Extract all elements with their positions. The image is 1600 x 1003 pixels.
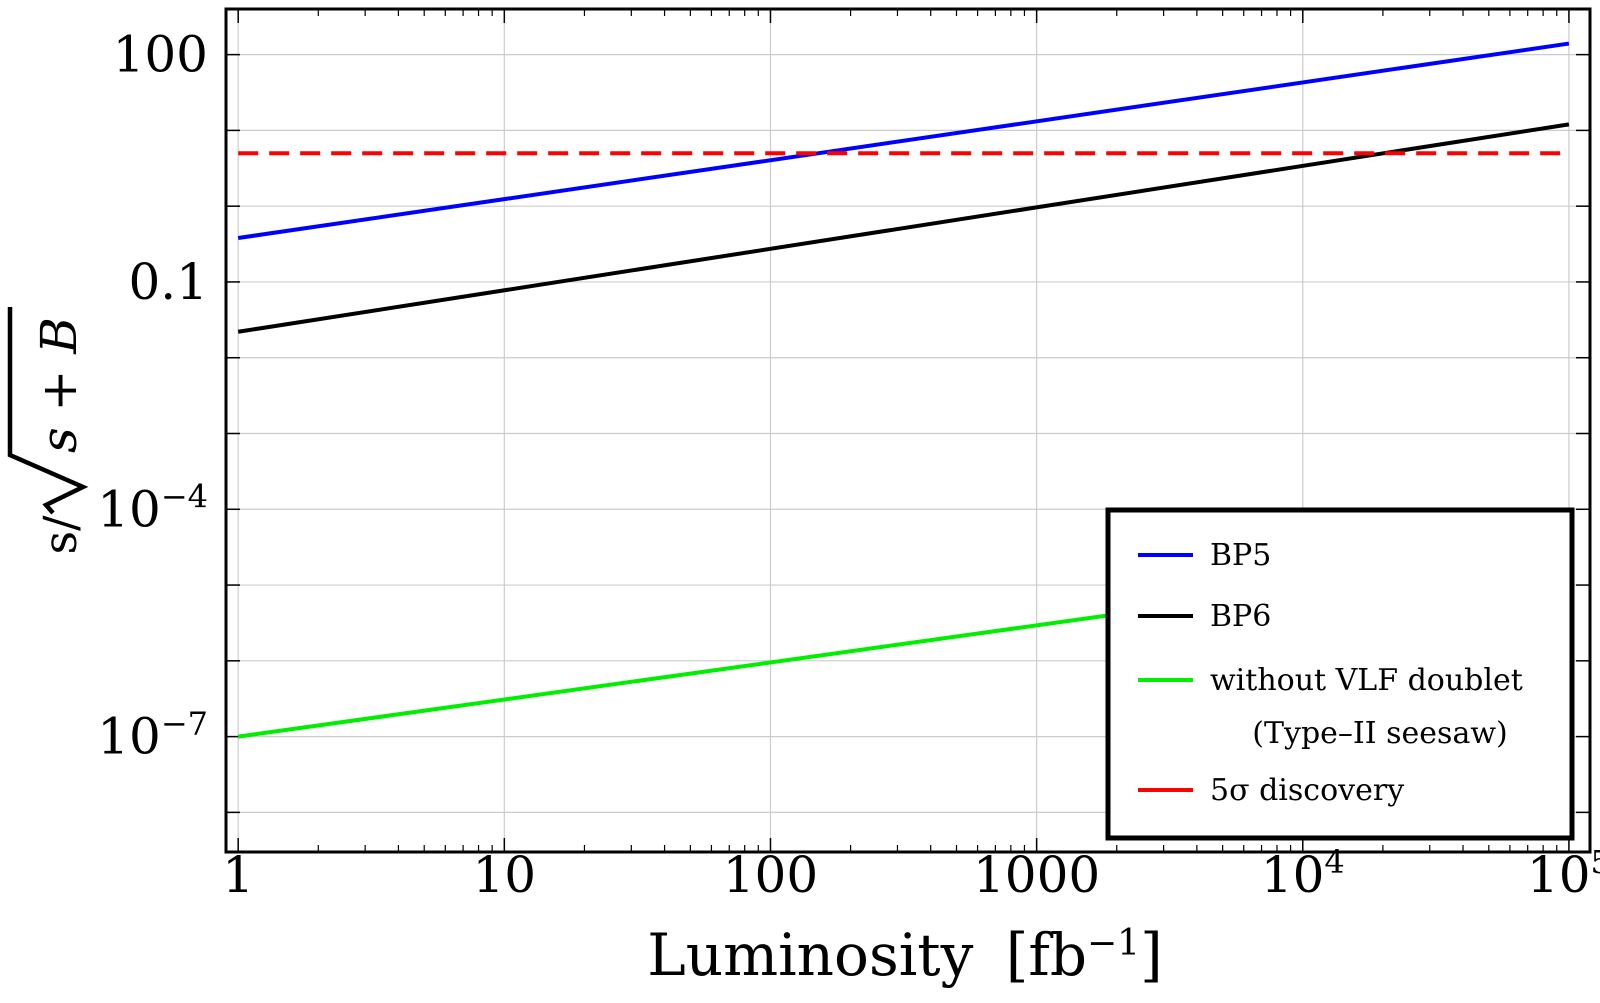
tick-labels: 11010010001041051000.110−410−7 — [97, 26, 1600, 904]
x-tick-label: 100 — [723, 846, 818, 904]
y-tick-label: 10−4 — [97, 477, 208, 538]
grid — [226, 9, 1590, 852]
y-tick-label: 100 — [113, 26, 208, 84]
x-tick-label: 1 — [222, 846, 254, 904]
y-tick-label-base: 100 — [113, 26, 208, 84]
x-tick-label-base: 100 — [723, 846, 818, 904]
x-axis-unit: [fb — [1006, 921, 1087, 989]
x-axis-unit-exp: −1 — [1087, 923, 1140, 964]
x-tick-label-base: 10 — [1527, 846, 1591, 904]
series-line-bp6 — [237, 122, 1570, 334]
x-tick-label: 105 — [1527, 843, 1600, 904]
x-axis-title: Luminosity [fb−1] — [647, 921, 1162, 989]
legend-label-bp5: BP5 — [1210, 538, 1271, 573]
x-tick-label-exp: 4 — [1324, 843, 1344, 881]
y-tick-label-base: 10 — [97, 480, 161, 538]
legend-label-without-vlf-line2: (Type–II seesaw) — [1252, 716, 1507, 751]
y-axis-title: s/ s + B — [7, 307, 89, 555]
x-tick-label: 10 — [473, 846, 537, 904]
x-tick-label: 1000 — [973, 846, 1100, 904]
legend-label-bp6: BP6 — [1210, 599, 1271, 634]
plot-frame — [224, 7, 1592, 854]
y-tick-label-base: 0.1 — [128, 253, 208, 311]
legend-label-5sigma: 5σ discovery — [1210, 773, 1404, 808]
series-line-bp5 — [237, 41, 1570, 240]
legend-frame — [1105, 507, 1575, 841]
x-tick-label-base: 1 — [222, 846, 254, 904]
x-tick-label-base: 1000 — [973, 846, 1100, 904]
x-tick-label-base: 10 — [1261, 846, 1325, 904]
y-tick-label-exp: −4 — [161, 477, 208, 515]
legend-label-without-vlf: without VLF doublet — [1210, 663, 1523, 698]
x-tick-label-base: 10 — [473, 846, 537, 904]
y-tick-label-exp: −7 — [161, 705, 208, 743]
legend: BP5 BP6 without VLF doublet (Type–II see… — [1105, 507, 1575, 841]
x-axis-unit-close: ] — [1140, 921, 1163, 989]
y-tick-label-base: 10 — [97, 708, 161, 766]
x-tick-label-exp: 5 — [1591, 843, 1600, 881]
x-tick-label: 104 — [1261, 843, 1345, 904]
y-tick-label: 0.1 — [128, 253, 208, 311]
sqrt-symbol — [7, 307, 89, 515]
y-axis-title-radicand: s + B — [30, 317, 88, 453]
x-axis-title-text: Luminosity — [647, 921, 973, 989]
y-tick-label: 10−7 — [97, 705, 208, 766]
y-axis-title-num: s/ — [33, 515, 87, 555]
